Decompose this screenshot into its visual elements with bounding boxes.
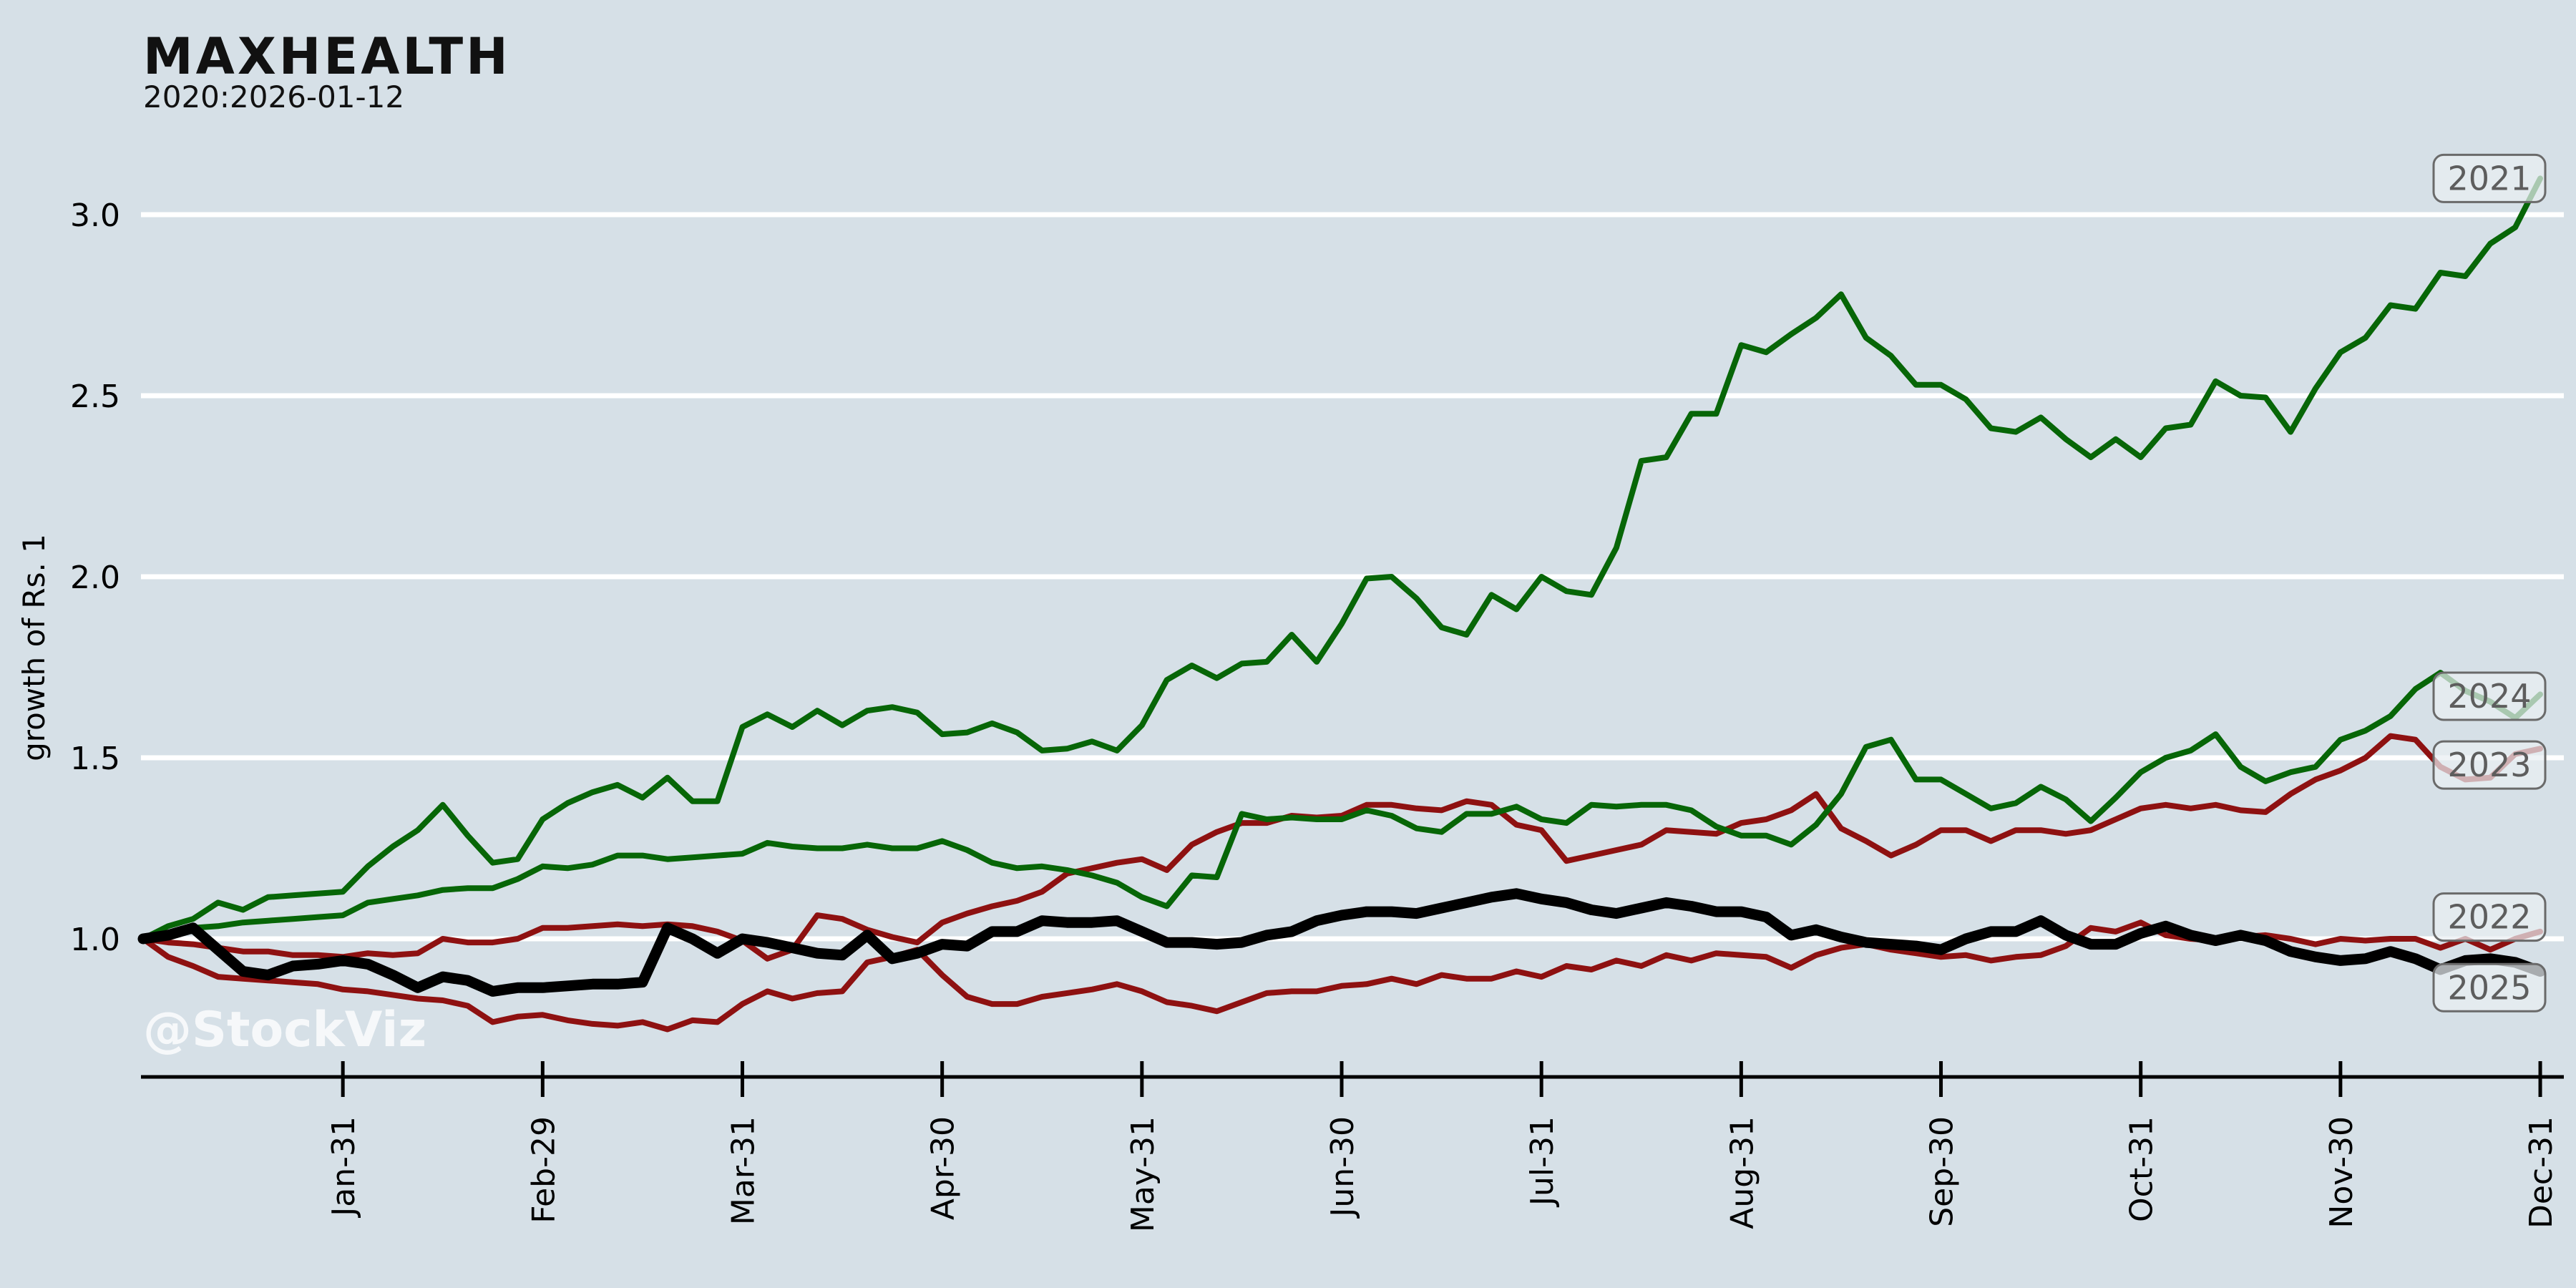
year-label-text-2023: 2023 xyxy=(2447,746,2531,784)
year-end-labels: 2021 2024 2023 2022 2025 xyxy=(2432,153,2547,1013)
y-tick-label-2.5: 2.5 xyxy=(70,379,120,415)
year-label-box-2021 xyxy=(2432,153,2547,203)
year-label-box-2023 xyxy=(2432,740,2547,790)
x-tick-label-Aug-31: Aug-31 xyxy=(1724,1116,1760,1229)
y-tick-label-1.0: 1.0 xyxy=(70,922,120,958)
y-axis-label: growth of Rs. 1 xyxy=(16,534,52,761)
year-label-text-2022: 2022 xyxy=(2447,898,2531,937)
series-line-2021 xyxy=(140,175,2543,942)
y-tick-label-3.0: 3.0 xyxy=(70,197,120,234)
year-label-text-2025: 2025 xyxy=(2447,968,2531,1007)
x-tick-label-Feb-29: Feb-29 xyxy=(525,1116,562,1224)
year-label-box-2025 xyxy=(2432,962,2547,1013)
x-tick-label-Nov-30: Nov-30 xyxy=(2323,1116,2360,1229)
year-label-box-2022 xyxy=(2432,892,2547,942)
x-tick-label-Jan-31: Jan-31 xyxy=(326,1116,362,1219)
y-tick-labels: 1.0 1.5 2.0 2.5 3.0 xyxy=(70,197,120,958)
series-line-2024 xyxy=(140,670,2543,942)
gridlines xyxy=(141,212,2564,942)
x-axis xyxy=(141,1061,2564,1097)
x-tick-labels: Jan-31 Feb-29 Mar-31 Apr-30 May-31 Jun-30 Jul-… xyxy=(326,1116,2560,1232)
x-tick-label-Dec-31: Dec-31 xyxy=(2523,1116,2560,1229)
y-tick-label-2.0: 2.0 xyxy=(70,560,120,596)
series-line-2025 xyxy=(137,888,2546,997)
x-tick-label-Apr-30: Apr-30 xyxy=(925,1116,962,1220)
x-tick-label-Jul-31: Jul-31 xyxy=(1524,1116,1561,1208)
x-tick-label-May-31: May-31 xyxy=(1125,1116,1161,1232)
y-tick-label-1.5: 1.5 xyxy=(70,741,120,777)
series-line-2022 xyxy=(140,919,2543,1033)
year-label-box-2024 xyxy=(2432,671,2547,721)
page-title: MAXHEALTH xyxy=(143,27,511,86)
series-line-2023 xyxy=(140,733,2543,962)
x-tick-label-Oct-31: Oct-31 xyxy=(2124,1116,2160,1222)
series-lines xyxy=(137,175,2546,1033)
watermark: @StockViz xyxy=(143,1002,426,1058)
x-tick-label-Jun-30: Jun-30 xyxy=(1324,1116,1361,1219)
x-tick-label-Mar-31: Mar-31 xyxy=(726,1116,762,1225)
x-tick-label-Sep-30: Sep-30 xyxy=(1924,1116,1961,1227)
year-label-text-2024: 2024 xyxy=(2447,677,2531,716)
year-label-text-2021: 2021 xyxy=(2447,159,2531,197)
page-subtitle: 2020:2026-01-12 xyxy=(143,79,404,114)
